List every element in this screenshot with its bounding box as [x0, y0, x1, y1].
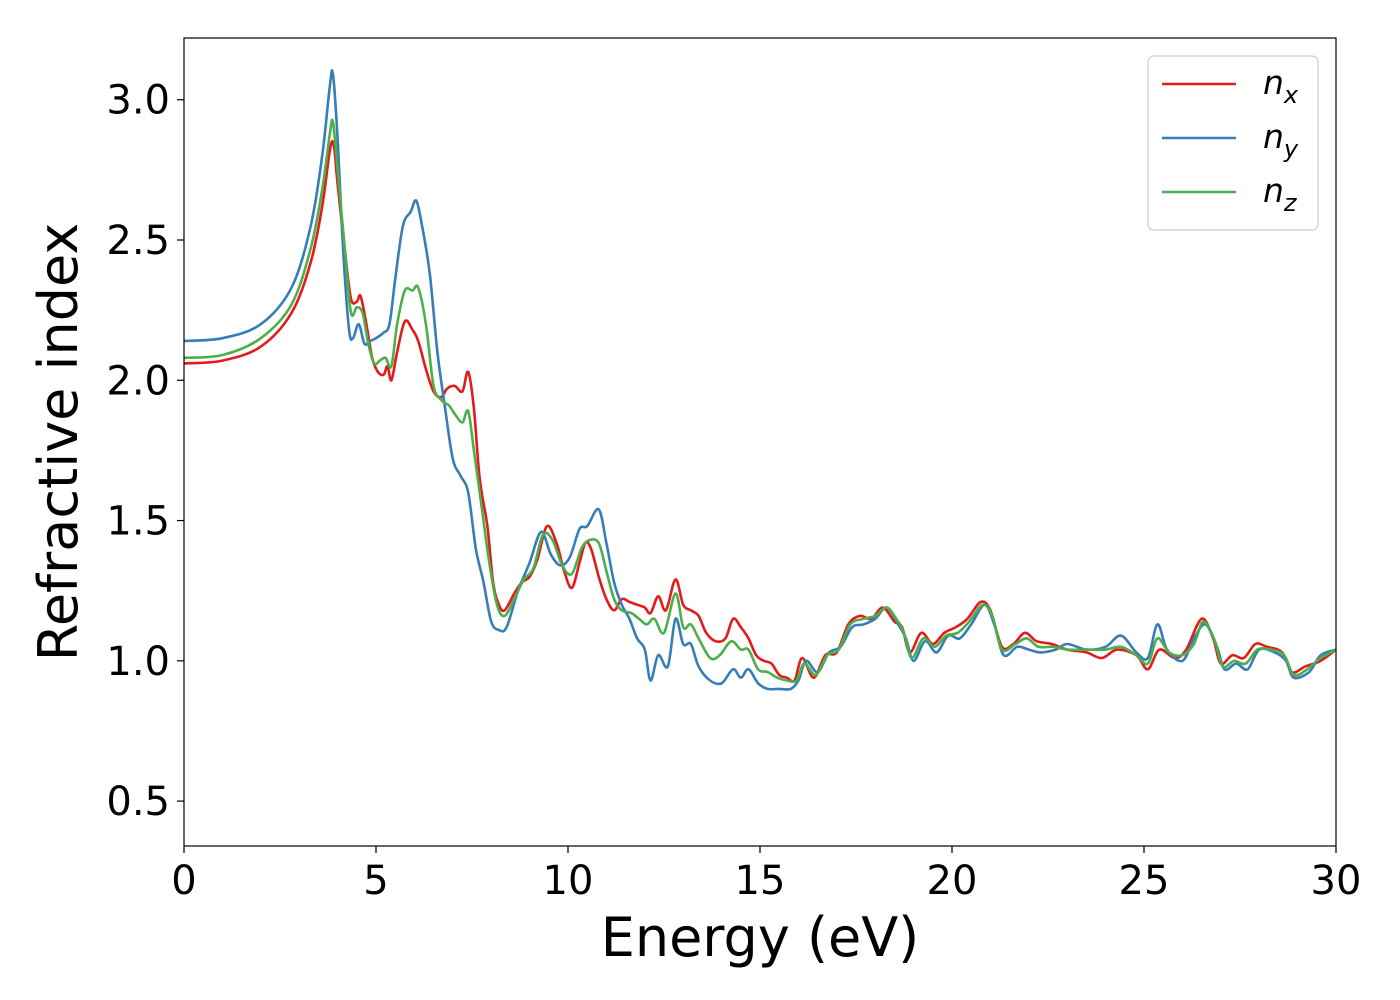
y-tick-label: 3.0	[106, 78, 170, 124]
x-tick-label: 25	[1119, 858, 1170, 904]
series-line-nz	[184, 118, 1336, 684]
y-axis-title: Refractive index	[27, 223, 90, 662]
series-line-ny	[184, 69, 1336, 691]
legend-box	[1147, 55, 1319, 231]
x-axis-title: Energy (eV)	[601, 906, 920, 969]
series-layer	[184, 69, 1336, 691]
y-tick-label: 0.5	[106, 779, 170, 825]
series-line-nx	[184, 139, 1336, 683]
x-tick-label: 5	[363, 858, 388, 904]
y-tick-label: 1.0	[106, 639, 170, 685]
x-axis: 0 5 10 15 20 25 30	[171, 846, 1361, 904]
x-tick-label: 20	[927, 858, 978, 904]
y-tick-label: 2.5	[106, 218, 170, 264]
y-tick-label: 2.0	[106, 358, 170, 404]
x-tick-label: 15	[735, 858, 786, 904]
x-tick-label: 0	[171, 858, 196, 904]
x-tick-label: 30	[1311, 858, 1362, 904]
x-tick-label: 10	[543, 858, 594, 904]
y-axis: 0.5 1.0 1.5 2.0 2.5 3.0	[106, 78, 184, 825]
y-tick-label: 1.5	[106, 499, 170, 545]
